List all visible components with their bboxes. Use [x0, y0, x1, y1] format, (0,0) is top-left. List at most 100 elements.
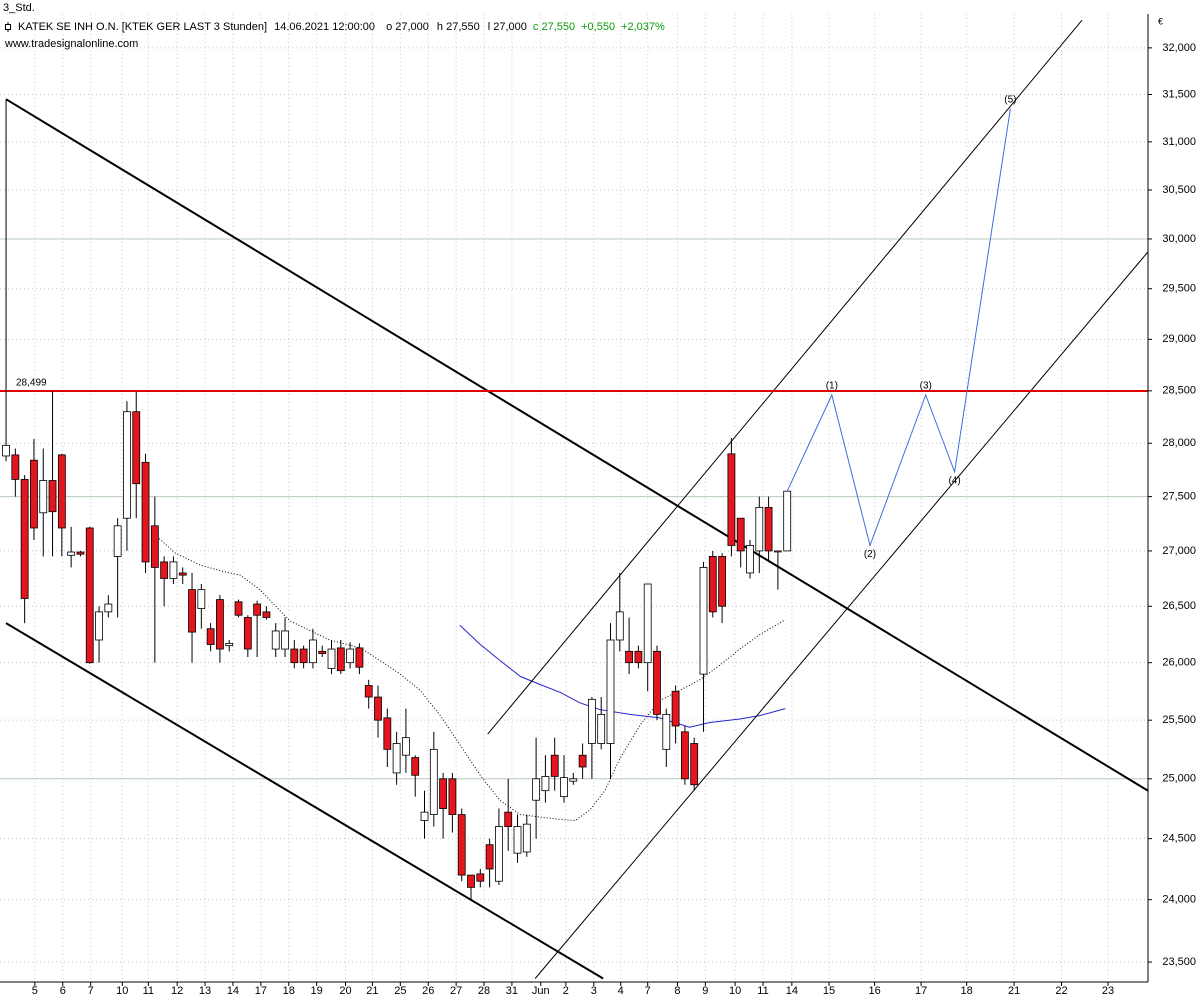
candle-body	[569, 778, 578, 782]
candle-body	[439, 778, 448, 809]
candle-body	[411, 757, 420, 776]
y-tick-label: 24,500	[1162, 833, 1196, 845]
candle-body	[57, 454, 66, 529]
candle-body	[448, 778, 457, 815]
trendline	[487, 19, 1083, 735]
x-tick-label: 10	[116, 985, 128, 997]
candle-body	[104, 603, 113, 613]
x-tick-label: 12	[171, 985, 183, 997]
y-tick-label: 28,500	[1162, 385, 1196, 397]
y-tick-label: 31,000	[1162, 136, 1196, 148]
candle-body	[615, 611, 624, 641]
candle-body	[532, 778, 541, 801]
x-tick-label: 27	[450, 985, 462, 997]
x-tick-label: 20	[339, 985, 351, 997]
candle-body	[271, 630, 280, 650]
candle-body	[402, 737, 410, 756]
candle-body	[39, 480, 48, 514]
plot-area	[0, 19, 1148, 980]
candle-body	[30, 459, 38, 529]
trendline	[5, 622, 604, 980]
legend-text: KATEK SE INH O.N. [KTEK GER LAST 3 Stund…	[18, 21, 665, 33]
x-tick-label: 18	[961, 985, 973, 997]
x-tick-label: 17	[915, 985, 927, 997]
wave-label: (5)	[1004, 94, 1016, 105]
quote-value: h 27,550	[437, 21, 480, 33]
x-tick-label: 3	[591, 985, 597, 997]
candle-body	[522, 823, 531, 853]
wave-label: (2)	[864, 549, 876, 560]
y-tick-label: 26,500	[1162, 600, 1196, 612]
quote-value: o 27,000	[386, 21, 429, 33]
candle-body	[374, 696, 382, 721]
candle-body	[67, 551, 76, 556]
axes: 23,500 24,000 24,500 25,000 25,500 26,000 26,5…	[32, 42, 1196, 997]
projection-line	[786, 108, 1011, 548]
candle-body	[504, 811, 513, 827]
x-tick-label: 10	[729, 985, 741, 997]
datetime: 14.06.2021 12:00:00	[274, 21, 375, 33]
candle-body	[560, 777, 568, 798]
y-tick-label: 28,000	[1162, 437, 1196, 449]
candle-body	[392, 743, 401, 774]
candle-body	[290, 648, 299, 664]
moving-average	[459, 624, 786, 728]
x-tick-label: 17	[255, 985, 267, 997]
candle-body	[327, 648, 336, 669]
candle-body	[718, 556, 726, 607]
x-tick-label: 21	[366, 985, 378, 997]
candle-body	[281, 630, 289, 650]
x-tick-label: 16	[868, 985, 880, 997]
x-tick-label: 23	[1102, 985, 1114, 997]
candle-body	[346, 648, 355, 664]
candle-body	[708, 556, 717, 613]
candle-body	[662, 713, 671, 750]
candle-body	[216, 599, 224, 650]
y-tick-label: 32,000	[1162, 42, 1196, 54]
candle-body	[727, 453, 736, 546]
header: 3_Std. KATEK SE INH O.N. [KTEK GER LAST …	[3, 2, 1163, 50]
x-tick-label: 28	[478, 985, 490, 997]
candle-body	[132, 411, 141, 485]
candle-body	[550, 754, 559, 777]
candle-body	[773, 550, 782, 553]
candle-body	[588, 698, 596, 744]
candle-body	[150, 525, 159, 568]
candle-body	[355, 647, 364, 668]
x-tick-label: 26	[422, 985, 434, 997]
candle-body	[178, 572, 187, 576]
x-tick-label: 5	[32, 985, 38, 997]
candle-body	[76, 551, 85, 555]
y-tick-label: 26,000	[1162, 657, 1196, 669]
candle-body	[429, 748, 438, 815]
close-quote-value: c 27,550	[533, 21, 575, 33]
candle-body	[625, 650, 633, 664]
candle-body	[95, 611, 103, 641]
candle-body	[764, 506, 773, 552]
candle-body	[253, 603, 262, 616]
candle-body	[225, 642, 234, 647]
x-tick-label: 2	[563, 985, 569, 997]
currency: €	[1158, 16, 1163, 26]
quote: o 27,000 h 27,550 l 27,000 c 27,550 +0,550 +2…	[386, 21, 665, 33]
y-tick-label: 29,500	[1162, 283, 1196, 295]
candle-body	[541, 776, 550, 792]
wave-label: (4)	[948, 476, 960, 487]
candle-body	[755, 506, 764, 552]
candle-body	[243, 617, 252, 650]
candle-body	[643, 583, 652, 664]
trendline	[5, 98, 1148, 792]
wave-label: (3)	[920, 381, 932, 392]
x-tick-label: 31	[506, 985, 518, 997]
candle-body	[234, 601, 243, 616]
x-tick-label: 9	[702, 985, 708, 997]
y-tick-label: 27,500	[1162, 491, 1196, 503]
x-tick-label: 15	[823, 985, 835, 997]
candle-body	[783, 490, 792, 552]
candle-body	[2, 444, 10, 457]
candle-body	[20, 479, 29, 599]
candle-body	[634, 650, 643, 664]
x-tick-label: 18	[283, 985, 295, 997]
trendline	[534, 251, 1148, 979]
